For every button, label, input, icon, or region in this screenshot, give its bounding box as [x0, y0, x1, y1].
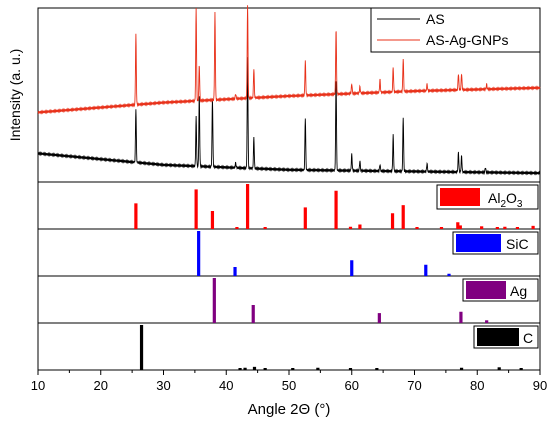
ref-stick — [519, 368, 523, 370]
x-tick-label: 20 — [94, 378, 108, 393]
ref-stick — [139, 325, 144, 370]
ref-stick — [497, 367, 501, 370]
ref-sticks-sic — [197, 231, 451, 276]
ref-stick — [291, 368, 295, 370]
ref-stick — [350, 260, 354, 276]
ref-stick — [515, 227, 520, 229]
ref-stick — [263, 368, 267, 370]
ref-stick — [439, 227, 444, 229]
ref-stick — [197, 231, 201, 276]
ref-stick — [458, 225, 462, 229]
ref-stick — [480, 226, 484, 229]
ref-stick — [334, 190, 338, 229]
y-axis-label: Intensity (a. u.) — [7, 49, 23, 142]
ref-label-al2o3-text: Al2O3 — [488, 190, 523, 210]
ref-stick — [303, 207, 307, 229]
ref-stick — [447, 273, 451, 276]
ref-sticks-al2o3 — [134, 184, 535, 229]
ref-label-ag: Ag — [462, 278, 539, 302]
ref-sticks-ag — [212, 278, 489, 323]
pattern-layer — [37, 5, 541, 176]
x-tick-label: 60 — [345, 378, 359, 393]
ref-label-sic: SiC — [452, 231, 539, 255]
x-tick-label: 80 — [470, 378, 484, 393]
ref-label-ag-text: Ag — [510, 283, 527, 299]
ref-stick — [456, 222, 460, 229]
ref-stick — [424, 264, 428, 276]
ref-stick — [235, 227, 239, 229]
x-tick-label: 70 — [407, 378, 421, 393]
legend-label-as: AS — [426, 11, 445, 27]
ref-stick — [377, 313, 381, 323]
series-as — [37, 57, 541, 176]
ref-stick — [316, 367, 320, 370]
ref-label-al2o3-swatch — [440, 188, 480, 206]
ref-stick — [415, 227, 419, 229]
ref-label-c: C — [473, 325, 539, 349]
ref-stick — [210, 211, 215, 229]
ref-sticks-c — [139, 325, 523, 370]
ref-stick — [495, 227, 499, 229]
ref-stick — [503, 226, 507, 229]
ref-stick — [358, 224, 362, 229]
legend-box — [370, 7, 541, 53]
ref-stick — [375, 368, 379, 370]
ref-stick — [212, 278, 216, 323]
ref-stick — [238, 368, 242, 370]
ref-label-al2o3: Al2O3 — [436, 184, 539, 210]
ref-stick — [243, 367, 247, 370]
x-tick-label: 90 — [533, 378, 547, 393]
x-axis: 10 20 30 40 50 60 70 80 90 — [31, 370, 547, 393]
series-line — [37, 57, 541, 176]
ref-stick — [245, 184, 250, 229]
ref-stick — [459, 311, 463, 323]
ref-label-c-text: C — [523, 330, 533, 346]
ref-label-ag-swatch — [466, 281, 506, 299]
x-tick-label: 50 — [282, 378, 296, 393]
ref-label-c-swatch — [477, 328, 519, 346]
ref-panel-c — [37, 322, 541, 371]
x-tick-label: 40 — [219, 378, 233, 393]
x-tick-label: 30 — [156, 378, 170, 393]
ref-stick — [348, 226, 353, 229]
ref-stick — [459, 367, 464, 370]
ref-label-sic-text: SiC — [506, 236, 529, 252]
ref-label-sic-swatch — [456, 234, 501, 252]
ref-stick — [134, 203, 138, 229]
ref-stick — [251, 305, 255, 323]
series-as-ag-gnps — [37, 5, 541, 115]
series-line — [37, 5, 541, 115]
ref-stick — [233, 267, 237, 276]
legend-label-as-ag-gnps: AS-Ag-GNPs — [426, 32, 508, 48]
x-axis-label: Angle 2Θ (°) — [248, 401, 331, 418]
ref-stick — [531, 225, 535, 229]
ref-stick — [485, 320, 489, 323]
ref-stick — [401, 205, 405, 229]
legend: AS AS-Ag-GNPs — [370, 7, 541, 53]
ref-stick — [348, 368, 353, 370]
x-tick-label: 10 — [31, 378, 45, 393]
ref-stick — [194, 189, 198, 229]
ref-stick — [390, 213, 395, 229]
ref-stick — [263, 227, 267, 229]
ref-stick — [252, 366, 257, 370]
reference-sticks — [134, 184, 535, 370]
